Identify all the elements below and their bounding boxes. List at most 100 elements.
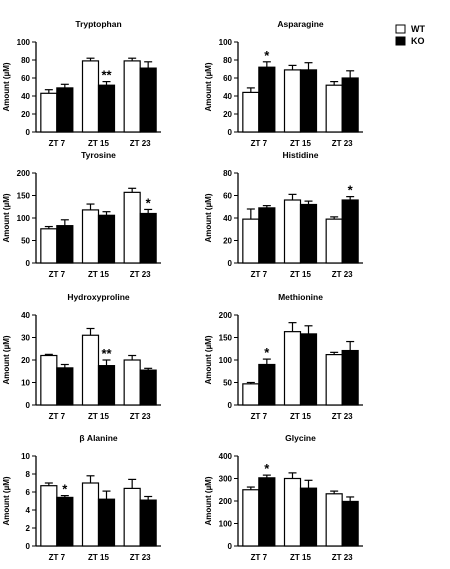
x-tick-label: ZT 15 xyxy=(290,412,311,421)
y-tick-label: 60 xyxy=(223,74,232,83)
bar-wt xyxy=(81,209,100,264)
x-tick-label: ZT 15 xyxy=(88,270,109,279)
y-tick-label: 40 xyxy=(21,311,30,320)
x-tick-label: ZT 23 xyxy=(332,553,353,562)
y-tick-label: 10 xyxy=(21,452,30,461)
x-tick-label: ZT 23 xyxy=(130,553,151,562)
bar-wt xyxy=(40,485,58,547)
x-tick-label: ZT 7 xyxy=(251,270,268,279)
x-tick-label: ZT 7 xyxy=(251,139,268,148)
y-axis-label: Amount (µM) xyxy=(2,335,11,384)
y-tick-label: 20 xyxy=(223,237,232,246)
x-tick-label: ZT 15 xyxy=(88,412,109,421)
bar-ko xyxy=(139,67,157,133)
significance-marker: * xyxy=(348,183,354,198)
chart-title: β Alanine xyxy=(79,433,118,443)
y-tick-label: 0 xyxy=(228,259,233,268)
chart-panel-4: Histidine Amount (µM) 0 20 40 60 80 ZT 7 ZT 15 ZT… xyxy=(204,150,363,279)
bar-wt xyxy=(123,191,141,264)
y-tick-label: 100 xyxy=(219,356,233,365)
x-tick-label: ZT 23 xyxy=(332,139,353,148)
y-tick-label: 0 xyxy=(26,542,31,551)
y-axis-label: Amount (µM) xyxy=(2,62,11,111)
bar-ko xyxy=(97,84,116,133)
bar-wt xyxy=(283,199,302,264)
chart-panel-8: Glycine Amount (µM) 0 100 200 300 400 ZT 7 * ZT 1… xyxy=(204,433,363,562)
y-tick-label: 60 xyxy=(223,192,232,201)
y-tick-label: 100 xyxy=(17,214,31,223)
y-tick-label: 20 xyxy=(21,110,30,119)
bar-wt xyxy=(81,334,100,406)
y-tick-label: 100 xyxy=(17,38,31,47)
x-tick-label: ZT 7 xyxy=(49,139,66,148)
bar-ko xyxy=(56,87,74,133)
y-tick-label: 400 xyxy=(219,452,233,461)
bar-wt xyxy=(283,69,302,133)
significance-marker: ** xyxy=(101,346,112,361)
bar-ko xyxy=(97,214,116,264)
x-tick-label: ZT 15 xyxy=(88,139,109,148)
bar-ko xyxy=(97,498,116,547)
y-tick-label: 40 xyxy=(21,92,30,101)
bar-wt xyxy=(40,228,58,264)
bar-wt xyxy=(123,487,141,547)
y-axis-label: Amount (µM) xyxy=(204,476,213,525)
bar-ko xyxy=(97,365,116,406)
y-tick-label: 6 xyxy=(26,488,31,497)
y-tick-label: 80 xyxy=(223,56,232,65)
bar-wt xyxy=(242,383,260,406)
y-tick-label: 0 xyxy=(26,401,31,410)
chart-panel-1: Tryptophan Amount (µM) 0 20 40 60 80 100 ZT 7 ZT … xyxy=(2,19,161,148)
chart-title: Methionine xyxy=(278,292,323,302)
x-tick-label: ZT 15 xyxy=(88,553,109,562)
bar-ko xyxy=(341,349,359,406)
y-tick-label: 0 xyxy=(228,542,233,551)
y-tick-label: 100 xyxy=(219,38,233,47)
chart-panel-2: Asparagine Amount (µM) 0 20 40 60 80 100 ZT 7 * ZT… xyxy=(204,19,363,148)
x-tick-label: ZT 15 xyxy=(290,553,311,562)
bar-ko xyxy=(258,66,276,133)
chart-panel-5: Hydroxyproline Amount (µM) 0 10 20 30 40 ZT 7 ZT… xyxy=(2,292,161,421)
bar-wt xyxy=(283,477,302,547)
bar-wt xyxy=(123,60,141,133)
bar-wt xyxy=(123,359,141,406)
bar-ko xyxy=(341,77,359,133)
significance-marker: * xyxy=(264,48,270,63)
legend-label-ko: KO xyxy=(411,36,425,46)
bar-wt xyxy=(81,60,100,133)
y-tick-label: 0 xyxy=(228,128,233,137)
significance-marker: * xyxy=(264,345,270,360)
x-tick-label: ZT 23 xyxy=(130,270,151,279)
bar-ko xyxy=(56,367,74,406)
bar-ko xyxy=(258,207,276,264)
y-tick-label: 300 xyxy=(219,475,233,484)
y-tick-label: 150 xyxy=(219,334,233,343)
x-tick-label: ZT 23 xyxy=(130,139,151,148)
y-tick-label: 8 xyxy=(26,470,31,479)
x-tick-label: ZT 23 xyxy=(130,412,151,421)
chart-title: Glycine xyxy=(285,433,316,443)
bar-ko xyxy=(56,225,74,264)
y-tick-label: 50 xyxy=(21,237,30,246)
y-tick-label: 40 xyxy=(223,92,232,101)
significance-marker: * xyxy=(264,461,270,476)
y-tick-label: 0 xyxy=(26,259,31,268)
bar-ko xyxy=(299,69,318,133)
chart-title: Tyrosine xyxy=(81,150,116,160)
x-tick-label: ZT 23 xyxy=(332,412,353,421)
bar-ko xyxy=(341,500,359,547)
bar-wt xyxy=(283,331,302,406)
x-tick-label: ZT 15 xyxy=(290,270,311,279)
y-tick-label: 80 xyxy=(21,56,30,65)
y-tick-label: 100 xyxy=(219,520,233,529)
y-axis-label: Amount (µM) xyxy=(2,476,11,525)
y-tick-label: 20 xyxy=(21,356,30,365)
bar-ko xyxy=(299,203,318,264)
y-tick-label: 30 xyxy=(21,334,30,343)
bar-ko xyxy=(258,363,276,406)
legend: WT KO xyxy=(395,24,425,46)
bar-wt xyxy=(325,84,343,133)
x-tick-label: ZT 15 xyxy=(290,139,311,148)
